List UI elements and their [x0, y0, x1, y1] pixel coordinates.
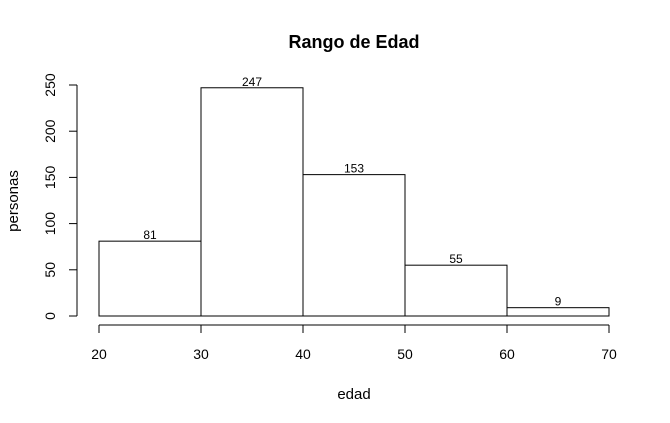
data-label-40-50: 153 [344, 162, 364, 176]
bars-group [98, 87, 610, 317]
y-tick-label-50: 50 [42, 262, 58, 278]
y-tick-label-250: 250 [42, 73, 58, 97]
y-tick-label-150: 150 [42, 166, 58, 190]
bar-50-60 [404, 264, 508, 317]
y-tick-label-100: 100 [42, 212, 58, 236]
x-tick-label-50: 50 [397, 346, 413, 362]
data-label-60-70: 9 [555, 295, 562, 309]
bar-30-40 [200, 87, 304, 317]
bar-20-30 [98, 240, 202, 317]
y-axis-label: personas [5, 170, 22, 232]
bar-40-50 [302, 174, 406, 317]
data-labels-group: 81 247 153 55 9 [143, 75, 561, 309]
y-tick-label-0: 0 [42, 312, 58, 320]
x-tick-label-40: 40 [295, 346, 311, 362]
x-tick-label-30: 30 [193, 346, 209, 362]
bar-60-70 [506, 307, 610, 317]
data-label-20-30: 81 [143, 228, 157, 242]
y-axis: 0 50 100 150 200 250 [42, 73, 78, 320]
x-tick-label-60: 60 [499, 346, 515, 362]
x-axis-label: edad [337, 386, 370, 403]
data-label-30-40: 247 [242, 75, 262, 89]
x-axis: 20 30 40 50 60 70 [91, 324, 617, 362]
data-label-50-60: 55 [449, 252, 463, 266]
x-tick-label-20: 20 [91, 346, 107, 362]
y-tick-label-200: 200 [42, 119, 58, 143]
chart-title: Rango de Edad [288, 32, 419, 52]
x-tick-label-70: 70 [601, 346, 617, 362]
